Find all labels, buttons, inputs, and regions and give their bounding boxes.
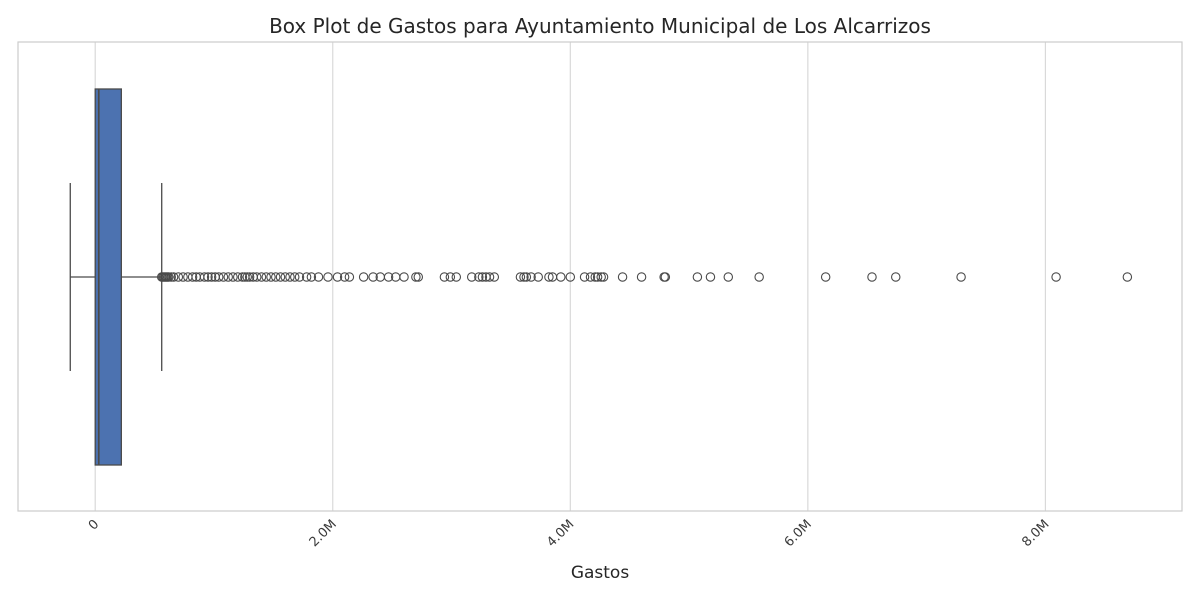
outlier-point — [1122, 272, 1133, 282]
outlier-point — [344, 272, 355, 282]
outlier-point — [445, 272, 456, 282]
outlier-point — [1051, 272, 1061, 282]
outlier-point — [251, 272, 262, 282]
outlier-point — [261, 272, 271, 282]
outlier-point — [544, 272, 554, 282]
outlier-point — [636, 272, 647, 282]
outlier-point — [368, 272, 378, 282]
outlier-point — [592, 272, 603, 282]
outlier-point — [533, 272, 543, 282]
outlier-point — [339, 272, 350, 282]
outlier-point — [526, 272, 536, 282]
outlier-point — [313, 272, 324, 282]
outlier-point — [723, 272, 734, 282]
outlier-point — [515, 272, 526, 282]
outlier-point — [270, 272, 281, 282]
outlier-point — [294, 272, 305, 282]
x-tick-label: 0 — [86, 517, 102, 533]
outlier-point — [617, 272, 628, 282]
gridlines — [94, 42, 1047, 511]
outlier-point — [383, 272, 394, 282]
x-tick-label: 2.0M — [307, 517, 340, 550]
outlier-point — [565, 272, 576, 282]
outlier-point — [466, 272, 477, 282]
outlier-point — [820, 272, 831, 282]
outlier-point — [556, 272, 566, 282]
outlier-point — [183, 272, 193, 282]
outlier-point — [173, 272, 184, 282]
outlier-point — [754, 272, 764, 282]
outlier-point — [477, 272, 488, 282]
outlier-point — [891, 272, 901, 282]
outlier-point — [237, 272, 248, 282]
outlier-point — [218, 272, 229, 282]
x-tick-label: 6.0M — [782, 517, 815, 550]
outlier-point — [306, 272, 317, 282]
x-tick-label: 8.0M — [1019, 517, 1052, 550]
outlier-point — [178, 272, 188, 282]
chart-title: Box Plot de Gastos para Ayuntamiento Mun… — [269, 14, 931, 38]
outlier-point — [244, 272, 255, 282]
outlier-point — [323, 272, 333, 282]
outlier-point — [519, 272, 529, 282]
outlier-point — [579, 272, 590, 282]
outlier-point — [168, 272, 179, 282]
outlier-point — [585, 272, 596, 282]
outlier-point — [289, 272, 300, 282]
outlier-point — [439, 272, 450, 282]
outlier-point — [705, 272, 716, 282]
outlier-point — [275, 272, 286, 282]
plot-area — [17, 41, 1183, 512]
outlier-point — [332, 272, 343, 282]
outlier-point — [164, 272, 174, 282]
outlier-point — [280, 272, 290, 282]
outlier-point — [256, 272, 267, 282]
outlier-point — [484, 272, 495, 282]
outlier-point — [199, 272, 210, 282]
x-tick-label: 4.0M — [544, 517, 577, 550]
outlier-point — [266, 272, 276, 282]
x-axis-ticks: 0 2.0M 4.0M 6.0M 8.0M — [86, 517, 1053, 550]
outlier-point — [489, 272, 500, 282]
x-axis-label: Gastos — [571, 563, 630, 583]
outlier-point — [213, 272, 224, 282]
outlier-point — [228, 272, 238, 282]
outlier-point — [474, 272, 484, 282]
outlier-point — [867, 272, 877, 282]
outlier-point — [411, 272, 421, 282]
outlier-point — [692, 272, 703, 282]
outlier-point — [598, 272, 609, 282]
outlier-point — [451, 272, 462, 282]
outlier-point — [166, 272, 176, 282]
box-plot — [69, 88, 1133, 466]
outlier-point — [596, 272, 606, 282]
outlier-point — [301, 272, 312, 282]
outlier-point — [203, 272, 213, 282]
outlier-point — [521, 272, 532, 282]
outlier-point — [358, 272, 369, 282]
outlier-point — [413, 272, 424, 282]
outlier-point — [223, 272, 233, 282]
outlier-point — [660, 272, 671, 282]
outlier-point — [956, 272, 966, 282]
outlier-point — [399, 272, 409, 282]
outlier-point — [206, 272, 217, 282]
outlier-point — [232, 272, 243, 282]
outlier-point — [285, 272, 295, 282]
outlier-point — [242, 272, 252, 282]
outlier-point — [187, 272, 198, 282]
